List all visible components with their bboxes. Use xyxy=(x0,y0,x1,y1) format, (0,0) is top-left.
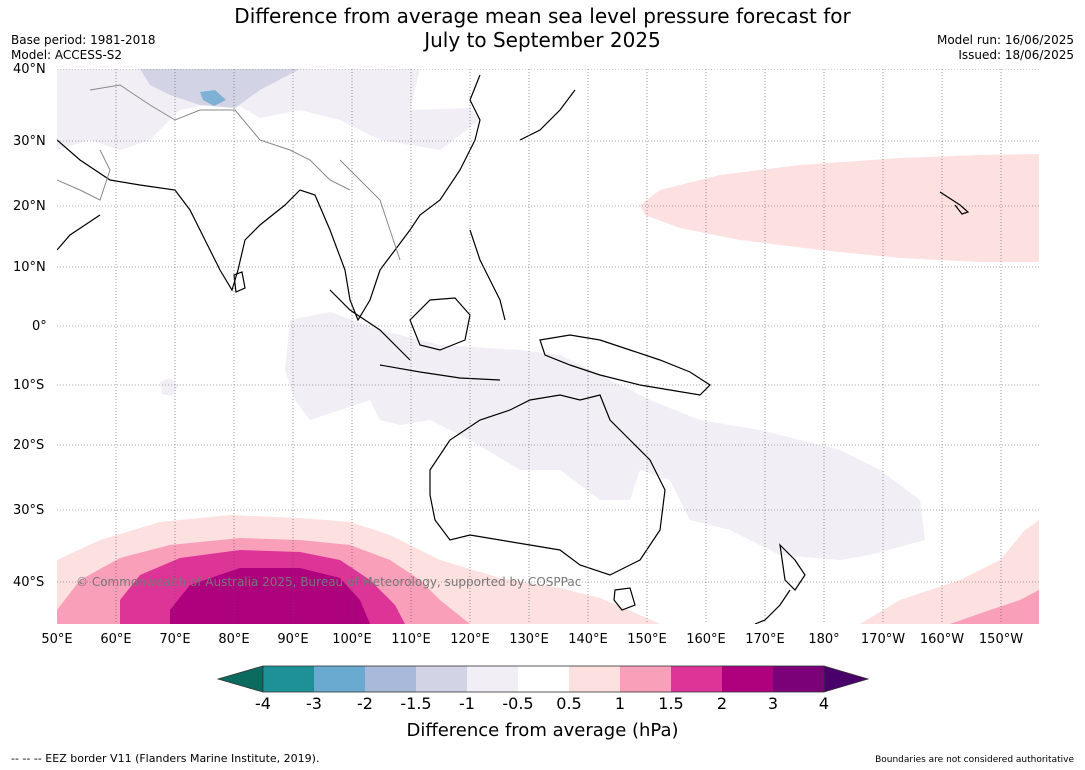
coast-sumatra xyxy=(329,289,411,361)
lat-label-40n: 40°N xyxy=(13,62,46,77)
coast-borneo xyxy=(409,297,471,351)
lon-label-160e: 160°E xyxy=(686,632,726,647)
lat-label-10s: 10°S xyxy=(13,378,45,393)
lon-label-140e: 140°E xyxy=(568,632,608,647)
model-name: Model: ACCESS-S2 xyxy=(11,48,123,62)
colorbar-segment-2 xyxy=(314,666,365,692)
colorbar-segment-3 xyxy=(365,666,416,692)
colorbar-tick-6: -0.5 xyxy=(502,694,534,713)
colorbar-high-arrow xyxy=(823,665,870,693)
lon-label-150w: 150°W xyxy=(978,632,1024,647)
anomaly-region-north-pacific xyxy=(640,154,1039,262)
title-line-2: July to September 2025 xyxy=(424,28,661,52)
colorbar-tick-12: 4 xyxy=(818,694,830,713)
coast-new-zealand-south xyxy=(754,589,791,624)
colorbar-title: Difference from average (hPa) xyxy=(406,720,679,741)
copyright-notice: © Commonwealth of Australia 2025, Bureau… xyxy=(76,575,582,589)
colorbar-segment-5 xyxy=(467,666,518,692)
lat-label-30n: 30°N xyxy=(13,134,46,149)
colorbar-tick-11: 3 xyxy=(767,694,779,713)
anomaly-region-west-indian xyxy=(160,378,178,396)
colorbar-tick-3: -2 xyxy=(357,694,373,713)
lat-label-30s: 30°S xyxy=(13,503,45,518)
colorbar-segment-7 xyxy=(569,666,620,692)
lon-label-170w: 170°W xyxy=(860,632,906,647)
graticule-meridians xyxy=(115,69,1002,624)
lon-label-150e: 150°E xyxy=(627,632,667,647)
anomaly-region-southeast-pacific-2 xyxy=(950,590,1039,624)
border-south-asia xyxy=(89,84,351,191)
issued-date: Issued: 18/06/2025 xyxy=(958,48,1074,62)
lon-label-70e: 70°E xyxy=(159,632,191,647)
base-period: Base period: 1981-2018 xyxy=(11,33,156,47)
border-middle-east xyxy=(57,149,111,201)
lon-label-170e: 170°E xyxy=(745,632,785,647)
colorbar-tick-2: -3 xyxy=(306,694,322,713)
lat-label-20s: 20°S xyxy=(13,438,45,453)
colorbar-tick-9: 1.5 xyxy=(658,694,684,713)
lat-label-10n: 10°N xyxy=(13,260,46,275)
map-frame xyxy=(57,69,1039,624)
colorbar-low-arrow xyxy=(216,665,264,693)
colorbar-tick-5: -1 xyxy=(459,694,475,713)
map-title: Difference from average mean sea level p… xyxy=(0,4,1085,52)
anomaly-region-himalaya xyxy=(140,69,300,108)
coast-philippines xyxy=(469,229,506,321)
anomaly-region-southeast-pacific-1 xyxy=(860,520,1039,624)
title-line-1: Difference from average mean sea level p… xyxy=(234,4,851,28)
coast-new-zealand-north xyxy=(779,543,806,591)
coast-sri-lanka xyxy=(233,271,246,293)
colorbar-segment-9 xyxy=(671,666,722,692)
colorbar-tick-1: -4 xyxy=(255,694,271,713)
colorbar-segment-8 xyxy=(620,666,671,692)
anomaly-region-himalaya-low xyxy=(200,90,226,106)
colorbar-segment-6 xyxy=(518,666,569,692)
lon-label-180: 180° xyxy=(808,632,840,647)
lon-label-110e: 110°E xyxy=(391,632,431,647)
coast-arabia-west xyxy=(57,214,101,251)
coast-new-guinea xyxy=(539,334,711,396)
lon-label-100e: 100°E xyxy=(332,632,372,647)
run-info: Model run: 16/06/2025 Issued: 18/06/2025 xyxy=(937,33,1074,63)
coast-hawaii xyxy=(939,191,970,215)
eez-border-note: -- -- -- EEZ border V11 (Flanders Marine… xyxy=(11,752,320,765)
lon-label-130e: 130°E xyxy=(509,632,549,647)
colorbar-segment-4 xyxy=(416,666,467,692)
model-info: Base period: 1981-2018 Model: ACCESS-S2 xyxy=(11,33,156,63)
colorbar xyxy=(216,665,870,693)
lon-label-90e: 90°E xyxy=(277,632,309,647)
colorbar-tick-8: 1 xyxy=(614,694,626,713)
model-run-date: Model run: 16/06/2025 xyxy=(936,33,1074,47)
border-china-southeast xyxy=(339,159,401,261)
country-borders xyxy=(57,84,401,261)
lon-label-80e: 80°E xyxy=(218,632,250,647)
coast-arabia-india xyxy=(57,74,481,322)
colorbar-tick-4: -1.5 xyxy=(400,694,432,713)
lat-label-equator: 0° xyxy=(32,319,47,334)
lon-label-50e: 50°E xyxy=(41,632,73,647)
lon-label-60e: 60°E xyxy=(100,632,132,647)
colorbar-segment-11 xyxy=(773,666,824,692)
colorbar-segment-1 xyxy=(263,666,314,692)
coastlines xyxy=(57,74,970,624)
coast-tasmania xyxy=(613,587,636,611)
colorbar-outline xyxy=(262,665,825,693)
coast-japan xyxy=(519,89,576,141)
lat-label-40s: 40°S xyxy=(13,575,45,590)
colorbar-tick-10: 2 xyxy=(716,694,728,713)
lon-label-120e: 120°E xyxy=(450,632,490,647)
coast-java xyxy=(379,364,501,381)
boundaries-disclaimer: Boundaries are not considered authoritat… xyxy=(875,755,1074,765)
lon-label-160w: 160°W xyxy=(919,632,965,647)
colorbar-tick-7: 0.5 xyxy=(556,694,582,713)
coast-australia xyxy=(429,394,666,576)
colorbar-segment-10 xyxy=(722,666,773,692)
lat-label-20n: 20°N xyxy=(13,199,46,214)
